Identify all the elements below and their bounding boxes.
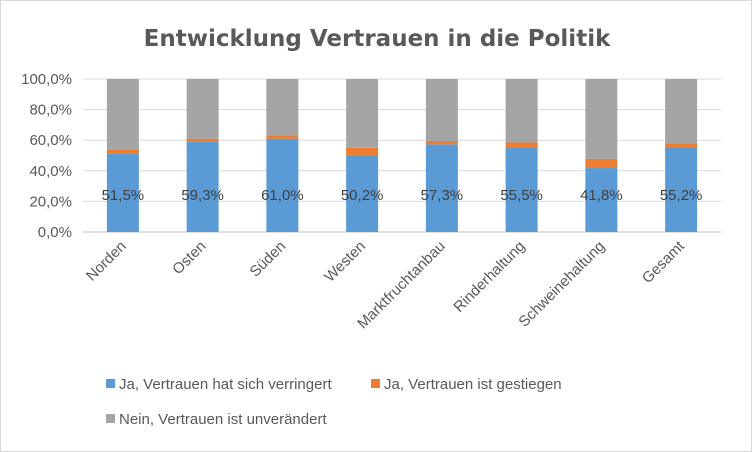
legend-swatch bbox=[106, 414, 115, 423]
data-label: 55,2% bbox=[660, 187, 703, 204]
bar-segment bbox=[585, 168, 618, 232]
bar-segment bbox=[665, 79, 698, 144]
bar-segment bbox=[505, 79, 538, 143]
y-tick-label: 40,0% bbox=[29, 163, 72, 180]
bar-segment bbox=[505, 147, 538, 232]
x-tick-label: Gesamt bbox=[639, 237, 689, 287]
bar-segment bbox=[425, 79, 458, 141]
x-tick-label: Marktfruchtanbau bbox=[354, 238, 449, 333]
bar-segment bbox=[585, 158, 618, 169]
legend-label: Nein, Vertrauen ist unverändert bbox=[119, 411, 327, 428]
legend: Ja, Vertrauen hat sich verringert Ja, Ver… bbox=[106, 376, 562, 428]
x-tick-label: Rinderhaltung bbox=[450, 238, 528, 316]
gridlines bbox=[83, 78, 721, 233]
y-axis: 0,0% 20,0% 40,0% 60,0% 80,0% 100,0% bbox=[21, 71, 72, 241]
bar-segment bbox=[665, 143, 698, 148]
data-label: 59,3% bbox=[181, 187, 224, 204]
bar-segment bbox=[425, 140, 458, 145]
x-tick-label: Westen bbox=[321, 238, 369, 286]
legend-label: Ja, Vertrauen ist gestiegen bbox=[384, 376, 562, 393]
chart-title: Entwicklung Vertrauen in die Politik bbox=[144, 26, 611, 52]
data-labels: 51,5% 59,3% 61,0% 50,2% 57,3% 55,5% 41,8% 55,2% bbox=[102, 187, 703, 204]
bar-segment bbox=[425, 144, 458, 232]
bar-segment bbox=[186, 79, 219, 139]
x-tick-label: Schweinehaltung bbox=[515, 238, 608, 331]
legend-label: Ja, Vertrauen hat sich verringert bbox=[119, 376, 332, 393]
bar-segment bbox=[665, 147, 698, 232]
bar-segment bbox=[106, 153, 139, 232]
legend-swatch bbox=[371, 379, 380, 388]
data-label: 61,0% bbox=[261, 187, 304, 204]
y-tick-label: 20,0% bbox=[29, 193, 72, 210]
data-label: 50,2% bbox=[341, 187, 384, 204]
bar-segment bbox=[106, 79, 139, 150]
bar-segment bbox=[585, 79, 618, 159]
bar-segment bbox=[186, 138, 219, 142]
bar-segment bbox=[266, 79, 299, 136]
y-tick-label: 60,0% bbox=[29, 132, 72, 149]
data-label: 51,5% bbox=[102, 187, 145, 204]
legend-swatch bbox=[106, 379, 115, 388]
x-tick-label: Norden bbox=[83, 238, 130, 285]
bar-segment bbox=[346, 79, 379, 148]
x-tick-label: Süden bbox=[247, 238, 290, 281]
y-tick-label: 80,0% bbox=[29, 102, 72, 119]
data-label: 55,5% bbox=[500, 187, 543, 204]
y-tick-label: 0,0% bbox=[38, 224, 72, 241]
y-tick-label: 100,0% bbox=[21, 71, 72, 88]
data-label: 57,3% bbox=[421, 187, 464, 204]
bar-segment bbox=[346, 147, 379, 156]
data-label: 41,8% bbox=[580, 187, 623, 204]
bar-segment bbox=[266, 138, 299, 232]
x-tick-label: Osten bbox=[169, 238, 209, 278]
bar-segment bbox=[186, 141, 219, 232]
bar-segment bbox=[346, 155, 379, 232]
bar-segment bbox=[106, 149, 139, 154]
bar-segment bbox=[505, 142, 538, 148]
bar-segment bbox=[266, 135, 299, 139]
bars bbox=[106, 79, 698, 232]
